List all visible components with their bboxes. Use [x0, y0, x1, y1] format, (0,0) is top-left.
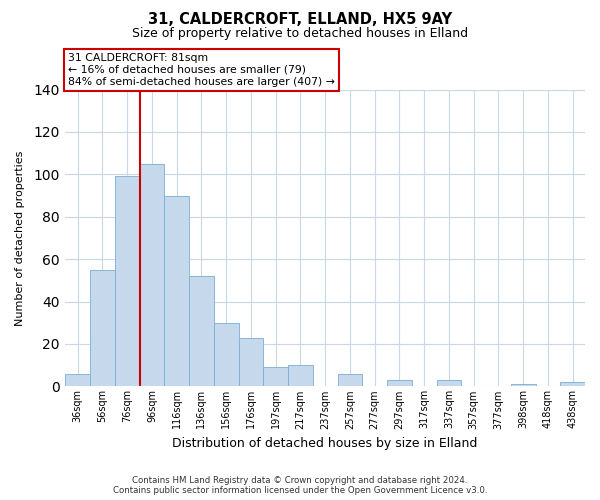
Bar — [164, 196, 189, 386]
Bar — [288, 365, 313, 386]
Bar — [65, 374, 90, 386]
Y-axis label: Number of detached properties: Number of detached properties — [15, 150, 25, 326]
Bar — [239, 338, 263, 386]
Bar — [214, 323, 239, 386]
Bar — [437, 380, 461, 386]
Text: 31 CALDERCROFT: 81sqm
← 16% of detached houses are smaller (79)
84% of semi-deta: 31 CALDERCROFT: 81sqm ← 16% of detached … — [68, 54, 335, 86]
Bar — [140, 164, 164, 386]
Bar — [387, 380, 412, 386]
Text: 31, CALDERCROFT, ELLAND, HX5 9AY: 31, CALDERCROFT, ELLAND, HX5 9AY — [148, 12, 452, 28]
Bar — [263, 368, 288, 386]
Bar — [90, 270, 115, 386]
Bar — [115, 176, 140, 386]
Bar — [560, 382, 585, 386]
Bar — [338, 374, 362, 386]
X-axis label: Distribution of detached houses by size in Elland: Distribution of detached houses by size … — [172, 437, 478, 450]
Bar — [189, 276, 214, 386]
Text: Contains HM Land Registry data © Crown copyright and database right 2024.
Contai: Contains HM Land Registry data © Crown c… — [113, 476, 487, 495]
Bar — [511, 384, 536, 386]
Text: Size of property relative to detached houses in Elland: Size of property relative to detached ho… — [132, 28, 468, 40]
